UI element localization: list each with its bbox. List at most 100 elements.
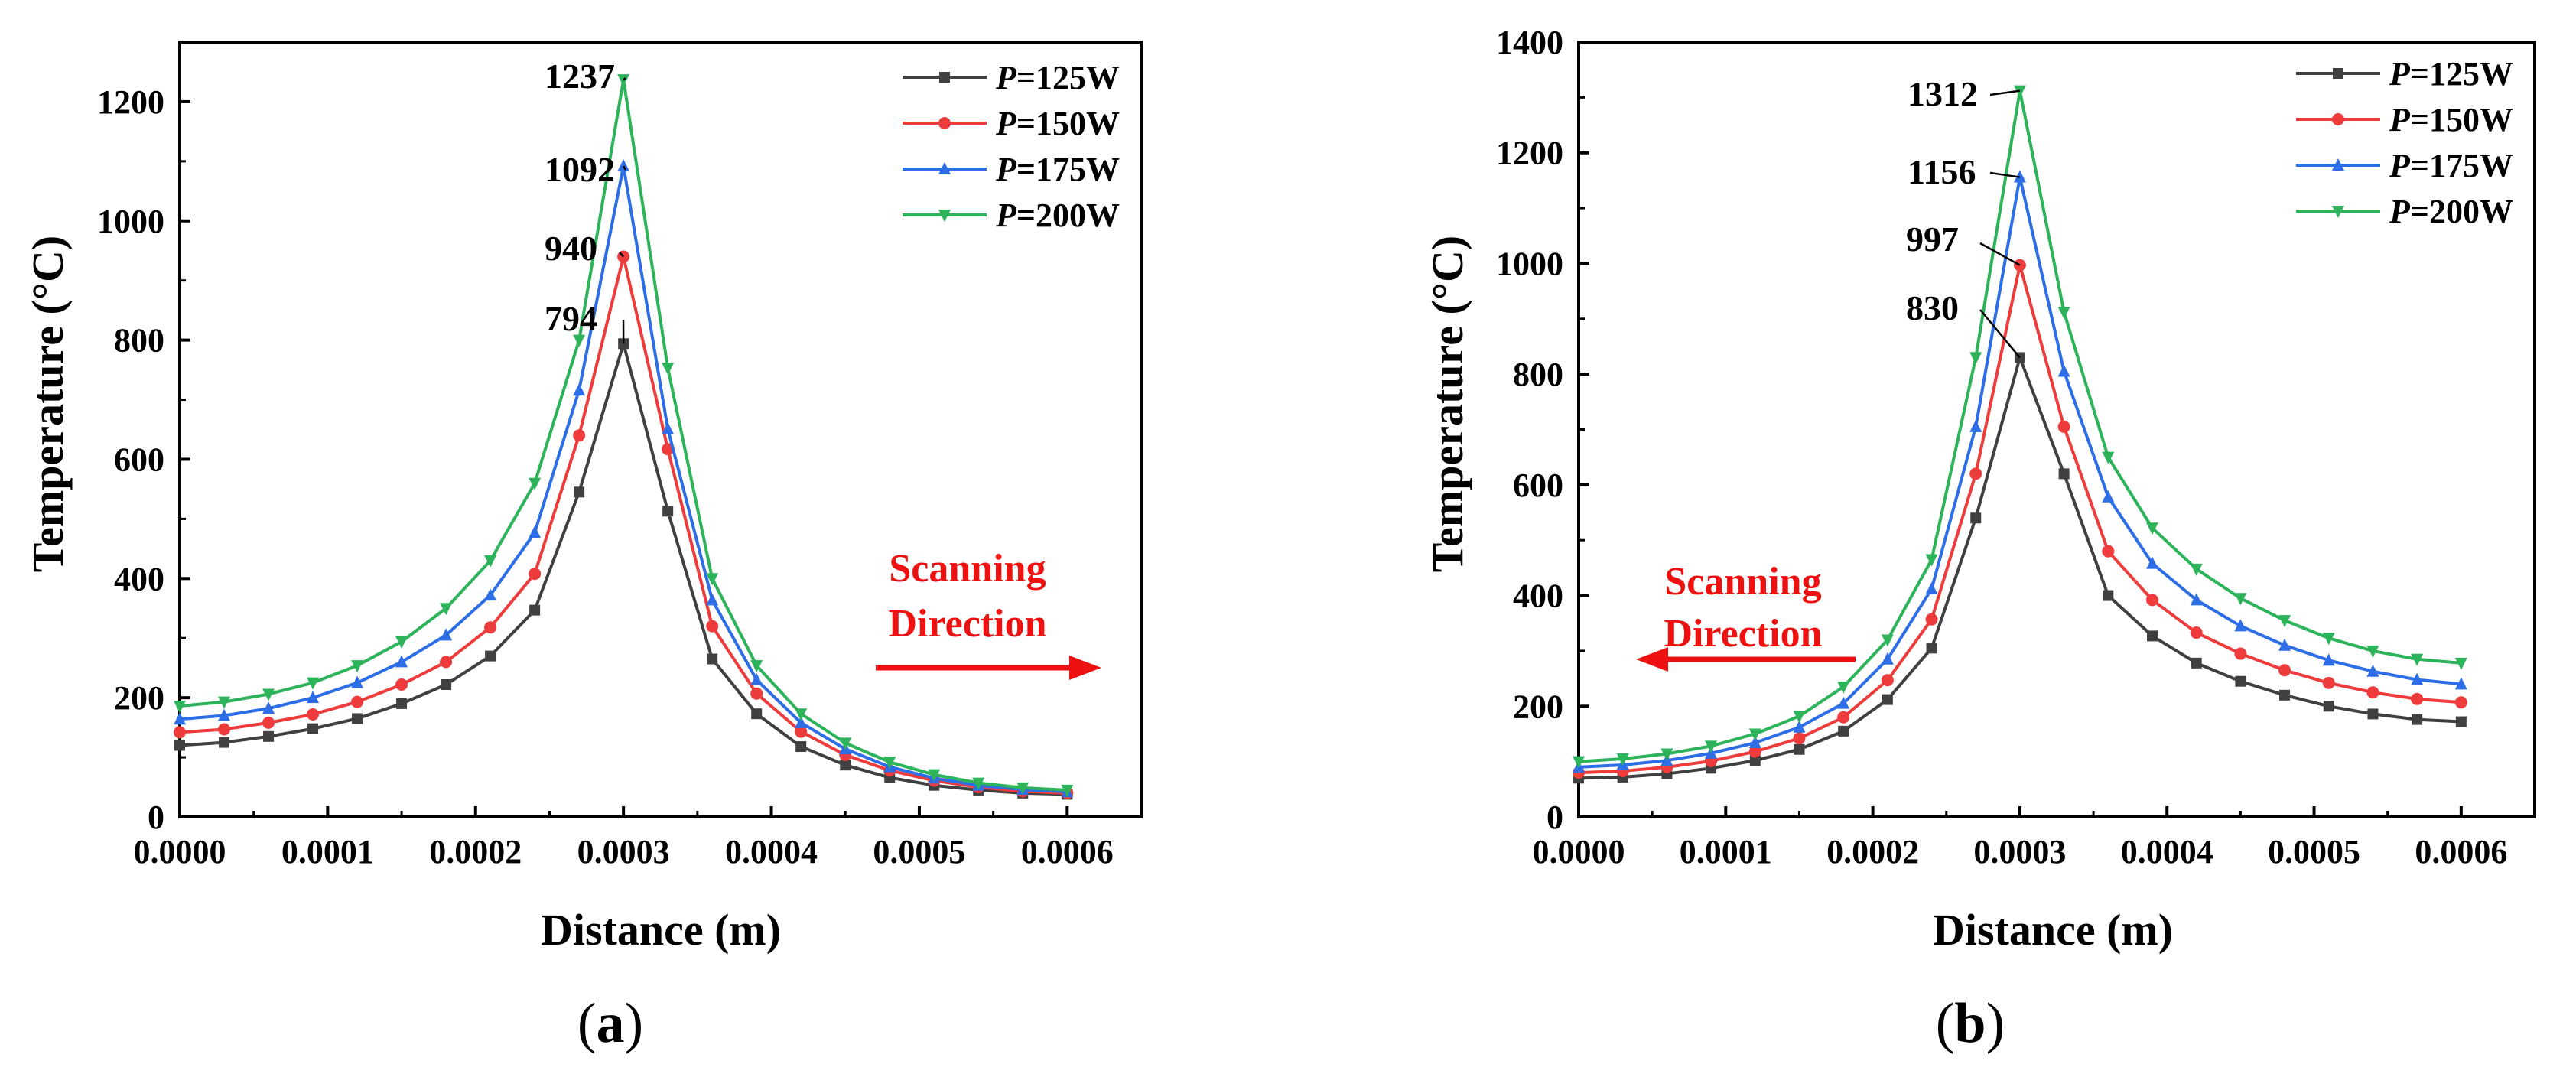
data-point-a-0-9 [574,486,585,498]
data-point-a-2-13 [750,672,763,685]
data-point-a-3-15 [839,737,852,750]
data-point-b-3-7 [1881,634,1894,647]
data-point-b-3-16 [2278,615,2291,628]
legend-marker-a-0 [939,72,950,83]
data-point-a-3-8 [529,477,542,490]
data-point-a-3-14 [795,708,808,721]
x-tick-label-b-6: 0.0006 [2415,833,2507,870]
data-point-b-2-13 [2146,556,2158,569]
data-point-a-0-8 [529,604,541,616]
data-point-b-1-19 [2411,692,2424,705]
data-point-a-0-13 [751,708,763,720]
x-tick-label-b-1: 0.0001 [1680,833,1772,870]
data-point-a-1-4 [351,695,364,708]
y-tick-label-b-6: 1200 [1496,135,1563,172]
y-tick-label-a-6: 1200 [97,83,164,121]
data-point-b-3-14 [2190,563,2203,576]
series-line-b-1 [1578,263,2461,775]
data-point-b-1-4 [1748,745,1761,758]
data-point-b-3-0 [1573,756,1585,769]
data-point-a-3-11 [662,363,675,376]
data-point-a-2-0 [174,712,186,725]
data-point-b-2-19 [2411,672,2424,685]
peak-annotation-a-0: 1237 [545,57,615,96]
plot-area-a: 0.0000 0.0001 0.0002 0.0003 0.0004 0.0005 0.00… [97,41,1143,870]
data-point-b-3-9 [1969,352,1982,365]
chart-panel-a: 0.0000 0.0001 0.0002 0.0003 0.0004 0.0005 0.00… [0,0,1285,1077]
x-tick-label-b-4: 0.0004 [2121,833,2213,870]
x-tick-label-a-0: 0.0000 [134,833,226,870]
data-point-a-3-18 [972,777,985,790]
legend-marker-a-3 [938,210,951,222]
data-point-b-1-6 [1837,711,1850,724]
data-point-b-2-18 [2366,664,2379,677]
x-tick-label-b-5: 0.0005 [2268,833,2360,870]
data-point-a-1-13 [750,687,763,700]
data-point-b-1-7 [1881,674,1894,687]
legend-label-a-1: P=150W [995,105,1120,142]
y-tick-label-a-2: 400 [114,560,164,597]
data-point-a-0-5 [396,698,408,709]
data-point-b-2-20 [2454,677,2467,690]
x-tick-label-b-2: 0.0002 [1826,833,1919,870]
data-point-a-2-8 [529,525,542,538]
direction-label-line2-a: Direction [889,602,1047,646]
data-point-b-1-8 [1925,613,1938,626]
direction-arrow-head-a [1069,656,1101,680]
data-point-a-2-4 [351,675,364,688]
data-point-a-0-12 [707,653,718,665]
data-point-b-2-14 [2190,593,2203,606]
peak-annotation-b-0: 1312 [1908,74,1978,113]
direction-arrow-head-b [1636,647,1668,672]
data-point-a-3-13 [750,660,763,673]
data-point-a-3-5 [395,636,408,649]
data-point-a-3-3 [307,677,320,690]
y-tick-label-a-3: 600 [114,441,164,478]
data-point-a-0-6 [441,679,452,691]
data-point-b-2-15 [2234,619,2247,632]
data-point-b-0-9 [1970,512,1982,524]
data-point-b-3-17 [2322,633,2335,646]
data-point-b-0-5 [1794,743,1805,755]
legend-marker-b-2 [2332,158,2344,171]
data-point-a-2-3 [307,691,320,704]
data-point-a-1-6 [440,656,453,669]
data-point-a-3-2 [262,688,275,701]
data-point-b-1-9 [1969,467,1982,480]
data-point-b-3-1 [1616,753,1629,766]
peak-annotation-a-2: 940 [545,229,597,268]
data-point-a-1-1 [218,723,231,736]
data-point-a-3-0 [174,701,186,714]
legend-marker-a-2 [938,162,951,174]
legend-label-a-2: P=175W [995,151,1120,188]
data-point-b-2-8 [1925,581,1938,594]
y-tick-label-a-4: 800 [114,322,164,360]
data-point-a-2-10 [617,159,630,172]
data-point-a-1-0 [174,726,186,739]
legend-label-a-3: P=200W [995,197,1120,234]
data-point-a-3-7 [484,555,497,568]
data-point-b-3-18 [2366,645,2379,658]
x-tick-label-a-4: 0.0004 [725,833,818,870]
data-point-a-3-4 [351,660,364,673]
data-point-b-0-14 [2191,657,2202,669]
data-point-b-0-20 [2455,716,2467,727]
data-point-b-2-11 [2057,364,2070,377]
peak-annotation-b-2: 997 [1906,220,1959,259]
data-point-b-0-16 [2279,689,2291,701]
y-tick-label-b-4: 800 [1513,356,1563,393]
data-point-a-0-2 [263,730,275,742]
data-point-b-3-15 [2234,593,2247,606]
data-point-b-1-18 [2366,686,2379,699]
data-point-b-1-16 [2278,664,2291,677]
data-point-b-2-4 [1748,736,1761,749]
data-point-a-1-8 [529,568,542,581]
data-point-a-0-0 [174,740,185,751]
data-point-b-3-12 [2102,451,2115,464]
data-point-a-1-2 [262,716,275,729]
data-point-b-0-4 [1749,755,1761,766]
y-axis-title-a: Temperature (°C) [23,236,73,572]
data-point-b-0-7 [1882,694,1893,705]
data-point-b-0-11 [2058,468,2070,480]
data-point-a-2-5 [395,655,408,668]
